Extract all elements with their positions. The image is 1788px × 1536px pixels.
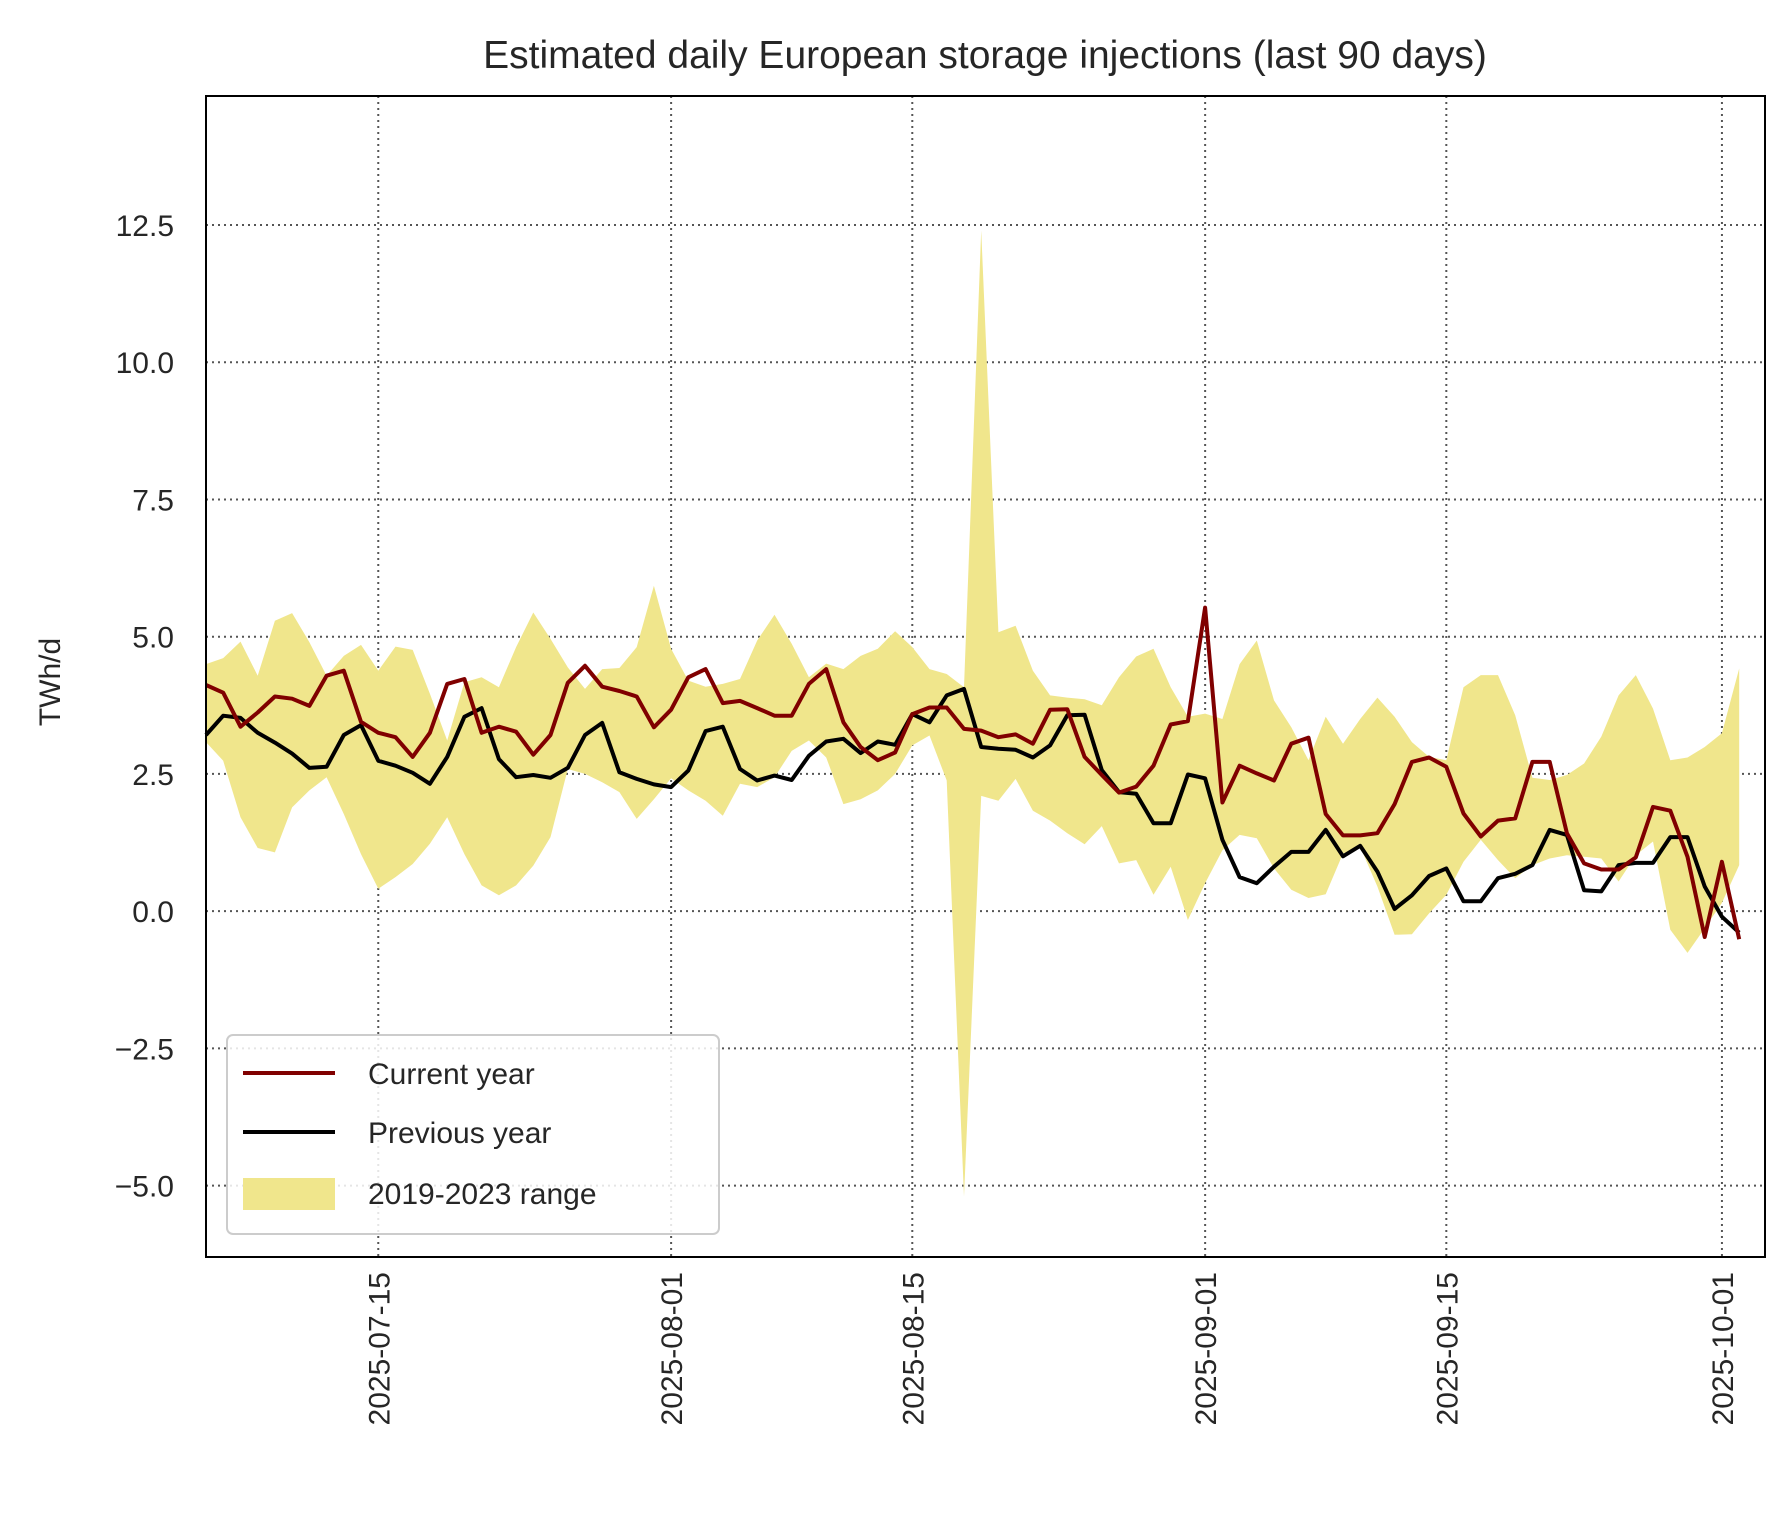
y-tick-label: 12.5: [116, 210, 174, 243]
y-tick-label: 10.0: [116, 347, 174, 380]
x-tick-label: 2025-09-01: [1190, 1272, 1223, 1425]
y-tick-label: −2.5: [115, 1033, 174, 1066]
x-tick-label: 2025-10-01: [1707, 1272, 1740, 1425]
legend-label-previous-year: Previous year: [368, 1117, 551, 1150]
y-tick-label: −5.0: [115, 1171, 174, 1204]
x-tick-label: 2025-08-15: [897, 1272, 930, 1425]
legend-box: [226, 1034, 720, 1235]
legend: Current year Previous year 2019-2023 ran…: [226, 1034, 720, 1235]
legend-label-current-year: Current year: [368, 1058, 535, 1091]
x-tick-label: 2025-08-01: [656, 1272, 689, 1425]
y-tick-label: 5.0: [132, 622, 174, 655]
y-axis-label: TWh/d: [34, 638, 67, 726]
y-ticks: −5.0 −2.5 0.0 2.5 5.0 7.5 10.0 12.5: [115, 210, 174, 1204]
x-tick-label: 2025-09-15: [1431, 1272, 1464, 1425]
legend-swatch-range: [243, 1178, 335, 1210]
current-year-line: [205, 605, 1742, 940]
y-tick-label: 7.5: [132, 484, 174, 517]
y-tick-label: 2.5: [132, 759, 174, 792]
plot-frame: [205, 95, 1766, 1258]
legend-label-range: 2019-2023 range: [368, 1178, 597, 1211]
y-tick-label: 0.0: [132, 896, 174, 929]
x-tick-label: 2025-07-15: [363, 1272, 396, 1425]
lines-layer: [204, 605, 1742, 940]
previous-year-line: [204, 686, 1741, 935]
x-ticks: 2025-07-15 2025-08-01 2025-08-15 2025-09-01…: [363, 1272, 1740, 1425]
chart-title: Estimated daily European storage injecti…: [483, 34, 1487, 77]
